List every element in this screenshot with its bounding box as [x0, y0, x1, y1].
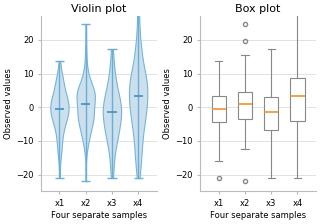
- Title: Violin plot: Violin plot: [71, 4, 126, 14]
- PathPatch shape: [290, 78, 305, 121]
- X-axis label: Four separate samples: Four separate samples: [51, 211, 147, 220]
- X-axis label: Four separate samples: Four separate samples: [210, 211, 306, 220]
- Title: Box plot: Box plot: [236, 4, 281, 14]
- PathPatch shape: [238, 92, 252, 119]
- PathPatch shape: [212, 96, 226, 122]
- Y-axis label: Observed values: Observed values: [164, 69, 172, 139]
- Y-axis label: Observed values: Observed values: [4, 69, 13, 139]
- PathPatch shape: [264, 97, 278, 130]
